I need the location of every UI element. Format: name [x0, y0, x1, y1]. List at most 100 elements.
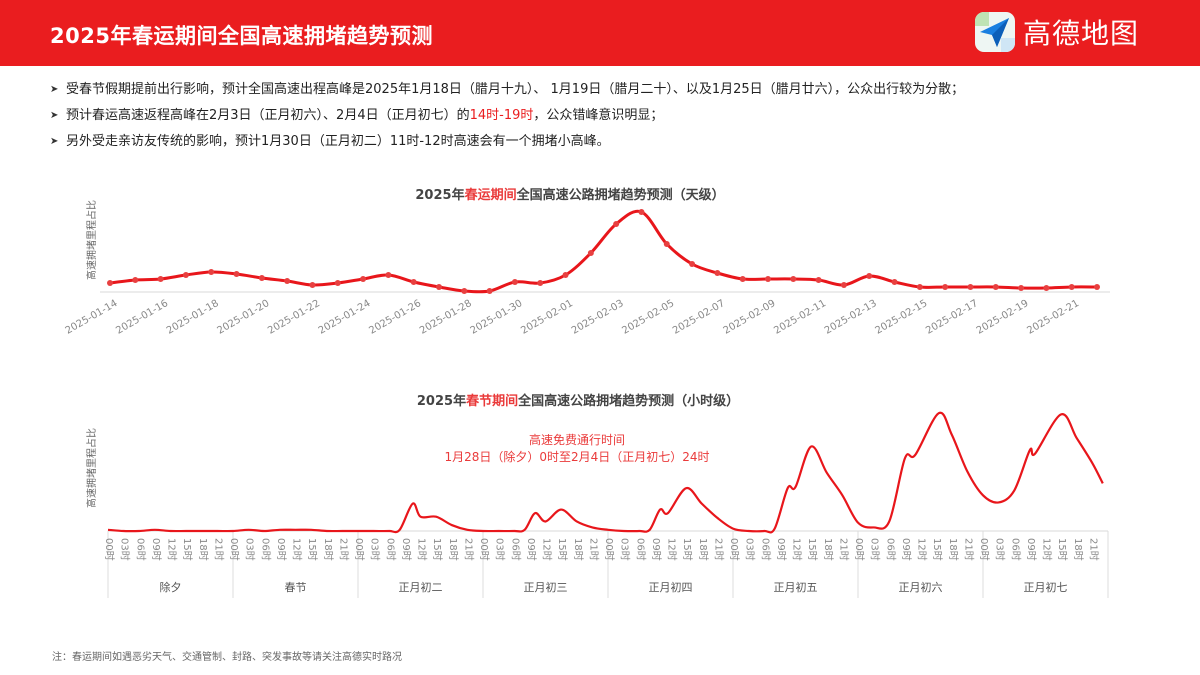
hour-tick-label: 15时 [806, 538, 818, 561]
hour-tick-label: 15时 [681, 538, 693, 561]
hour-tick-label: 18时 [822, 538, 834, 561]
bullet-text-pre: 预计春运高速返程高峰在2月3日（正月初六）、2月4日（正月初七）的 [66, 108, 470, 123]
data-point-2025-02-20 [1043, 285, 1050, 291]
day-label: 除夕 [160, 580, 182, 594]
data-point-2025-02-05 [663, 241, 670, 247]
hour-tick-label: 09时 [900, 538, 912, 561]
hour-tick-label: 00时 [103, 538, 115, 561]
hour-tick-label: 12时 [666, 538, 678, 561]
day-label: 正月初七 [1024, 580, 1068, 594]
hour-tick-label: 18时 [947, 538, 959, 561]
page-title: 2025年春运期间全国高速拥堵趋势预测 [50, 24, 433, 48]
data-point-2025-02-15 [916, 284, 923, 290]
hour-tick-label: 09时 [400, 538, 412, 561]
data-point-2025-01-28 [461, 288, 468, 294]
hour-tick-label: 09时 [150, 538, 162, 561]
hour-tick-label: 15时 [931, 538, 943, 561]
data-point-2025-02-11 [815, 277, 822, 283]
data-point-2025-01-15 [132, 277, 139, 283]
hour-tick-label: 12时 [291, 538, 303, 561]
hour-tick-label: 18时 [197, 538, 209, 561]
data-point-2025-02-01 [562, 272, 569, 278]
hour-tick-label: 06时 [384, 538, 396, 561]
hour-tick-label: 00时 [728, 538, 740, 561]
day-label: 正月初六 [899, 580, 943, 594]
day-label: 正月初四 [649, 580, 693, 594]
data-point-2025-02-22 [1094, 284, 1100, 290]
data-point-2025-01-21 [284, 278, 291, 284]
bullet-text: 受春节假期提前出行影响，预计全国高速出程高峰是2025年1月18日（腊月十九）、… [66, 82, 965, 97]
hour-tick-label: 18时 [1072, 538, 1084, 561]
hour-tick-label: 12时 [916, 538, 928, 561]
x-tick-label: 2025-02-19 [975, 298, 1031, 337]
hour-tick-label: 03时 [744, 538, 756, 561]
data-point-2025-01-31 [537, 280, 544, 286]
series-line [107, 411, 1104, 534]
footnote: 注：春运期间如遇恶劣天气、交通管制、封路、突发事故等请关注高德实时路况 [52, 652, 402, 663]
daily-y-axis-label: 高速拥堵里程占比 [85, 200, 98, 280]
x-tick-label: 2025-02-09 [722, 298, 778, 337]
bullet-text-post: ，公众错峰意识明显； [533, 108, 664, 123]
hour-tick-label: 03时 [619, 538, 631, 561]
hour-tick-label: 09时 [1025, 538, 1037, 561]
data-point-2025-01-25 [385, 272, 392, 278]
hour-tick-label: 18时 [447, 538, 459, 561]
data-point-2025-01-22 [309, 282, 316, 288]
x-tick-label: 2025-01-24 [317, 298, 373, 337]
hour-tick-label: 12时 [791, 538, 803, 561]
hour-tick-label: 03时 [244, 538, 256, 561]
data-point-2025-02-19 [1018, 285, 1025, 291]
data-point-2025-01-29 [486, 288, 493, 294]
data-point-2025-02-08 [739, 276, 746, 282]
data-point-2025-01-16 [157, 276, 164, 282]
data-point-2025-02-04 [638, 209, 645, 215]
data-point-2025-02-06 [689, 261, 696, 267]
hour-tick-label: 15时 [431, 538, 443, 561]
hour-tick-label: 06时 [884, 538, 896, 561]
toll-free-annotation-line2: 1月28日（除夕）0时至2月4日（正月初七）24时 [444, 449, 709, 464]
data-point-2025-01-30 [511, 279, 518, 285]
hour-tick-label: 12时 [166, 538, 178, 561]
data-point-2025-02-13 [866, 273, 873, 279]
bullet-item: ➤ 预计春运高速返程高峰在2月3日（正月初六）、2月4日（正月初七）的14时-1… [50, 103, 1120, 129]
data-point-2025-01-20 [258, 275, 265, 281]
hour-tick-label: 12时 [541, 538, 553, 561]
hour-tick-label: 06时 [1009, 538, 1021, 561]
day-label: 正月初二 [399, 580, 443, 594]
summary-bullets: ➤ 受春节假期提前出行影响，预计全国高速出程高峰是2025年1月18日（腊月十九… [50, 77, 1120, 155]
data-point-2025-02-02 [587, 250, 594, 256]
arrow-bullet-icon: ➤ [50, 110, 59, 121]
data-point-2025-02-18 [992, 284, 999, 290]
data-point-2025-01-19 [233, 271, 240, 277]
hour-tick-label: 03时 [994, 538, 1006, 561]
x-tick-label: 2025-02-07 [671, 298, 727, 337]
hour-tick-label: 00时 [603, 538, 615, 561]
hour-tick-label: 00时 [978, 538, 990, 561]
data-point-2025-02-09 [765, 276, 771, 282]
bullet-highlight: 14时-19时 [469, 108, 534, 123]
hour-tick-label: 18时 [572, 538, 584, 561]
x-tick-label: 2025-02-13 [823, 298, 879, 337]
x-tick-label: 2025-01-18 [165, 298, 221, 337]
hour-tick-label: 06时 [509, 538, 521, 561]
hour-tick-label: 12时 [416, 538, 428, 561]
bullet-text: 预计春运高速返程高峰在2月3日（正月初六）、2月4日（正月初七）的14时-19时… [66, 103, 663, 129]
data-point-2025-02-14 [891, 279, 898, 285]
hour-tick-label: 00时 [478, 538, 490, 561]
hour-tick-label: 09时 [525, 538, 537, 561]
daily-chart-title: 2025年春运期间全国高速公路拥堵趋势预测（天级） [415, 187, 724, 203]
hour-tick-label: 18时 [322, 538, 334, 561]
paper-plane-icon [975, 12, 1015, 52]
hour-tick-label: 03时 [119, 538, 131, 561]
toll-free-annotation-line1: 高速免费通行时间 [529, 432, 625, 447]
hour-tick-label: 21时 [337, 538, 349, 561]
hour-tick-label: 15时 [1056, 538, 1068, 561]
bullet-text: 另外受走亲访友传统的影响，预计1月30日（正月初二）11时-12时高速会有一个拥… [66, 134, 610, 149]
bullet-item: ➤ 受春节假期提前出行影响，预计全国高速出程高峰是2025年1月18日（腊月十九… [50, 77, 1120, 103]
x-tick-label: 2025-02-11 [772, 298, 828, 337]
hour-tick-label: 06时 [634, 538, 646, 561]
data-point-2025-02-10 [790, 276, 797, 282]
logo-text: 高德地图 [1023, 17, 1140, 50]
